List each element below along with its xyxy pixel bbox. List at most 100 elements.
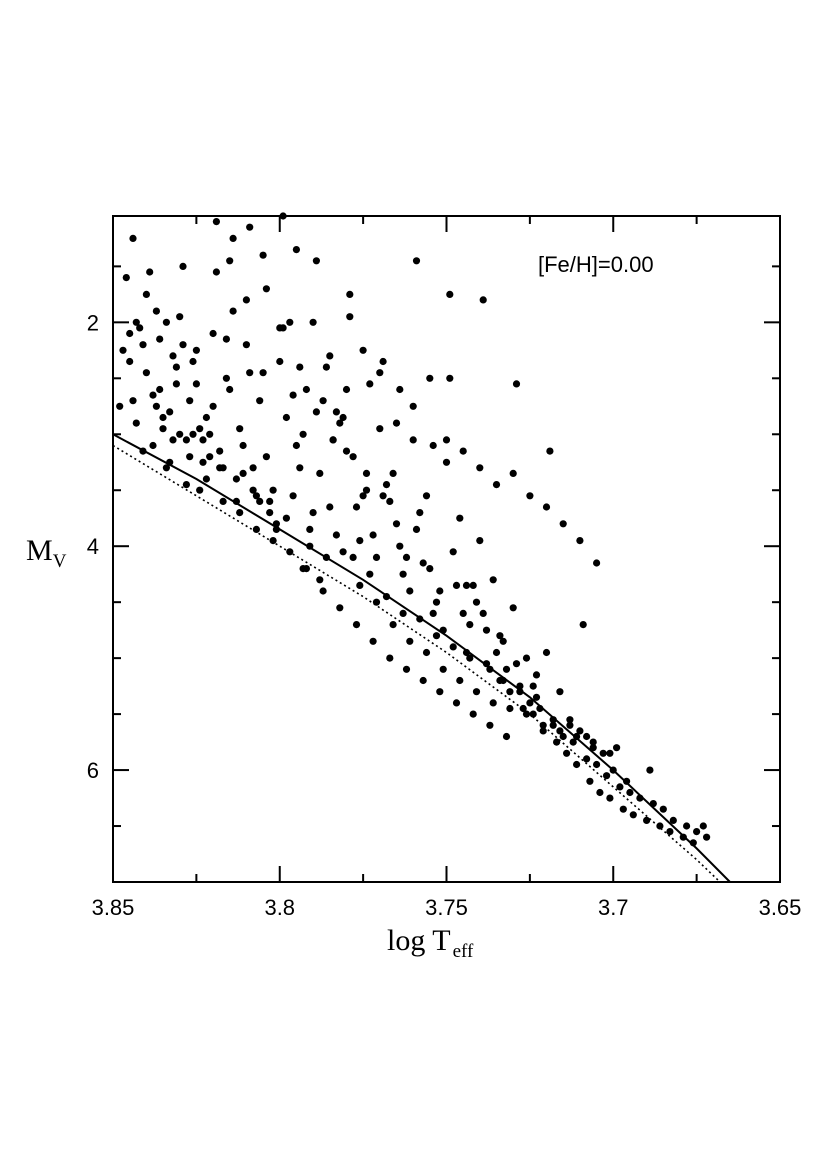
data-point: [156, 385, 164, 394]
data-point: [419, 559, 427, 567]
data-point: [429, 441, 437, 450]
data-point: [379, 357, 387, 366]
data-point: [252, 492, 260, 500]
y-axis-title-main: M: [26, 534, 53, 567]
data-point: [406, 637, 414, 645]
data-point: [439, 665, 447, 673]
data-point: [679, 833, 687, 841]
data-point: [179, 262, 187, 270]
data-point: [406, 587, 414, 595]
data-point: [476, 464, 484, 472]
data-point: [142, 290, 150, 298]
data-point: [282, 413, 290, 422]
data-points: [116, 212, 711, 847]
plot-frame: [112, 215, 781, 883]
data-point: [212, 218, 220, 226]
data-point: [649, 800, 657, 808]
data-point: [432, 598, 441, 606]
data-point: [232, 475, 240, 483]
metallicity-annotation: [Fe/H]=0.00: [538, 252, 654, 277]
data-point: [526, 699, 534, 707]
data-point: [412, 257, 421, 265]
data-point: [226, 257, 234, 265]
data-point: [506, 704, 514, 713]
data-point: [446, 290, 454, 298]
data-point: [316, 576, 324, 584]
data-point: [529, 682, 537, 690]
data-point: [529, 710, 537, 718]
data-point: [279, 324, 287, 332]
data-point: [422, 648, 431, 657]
data-point: [482, 660, 491, 668]
data-point: [259, 251, 267, 259]
data-point: [202, 413, 210, 422]
data-point: [566, 716, 574, 724]
data-point: [126, 329, 134, 338]
data-point: [306, 525, 314, 534]
data-point: [146, 268, 154, 276]
data-point: [553, 738, 561, 746]
data-point: [222, 374, 230, 382]
data-point: [603, 772, 611, 780]
data-point: [469, 710, 477, 718]
data-point: [509, 469, 517, 477]
data-point: [566, 721, 574, 729]
data-point: [472, 598, 481, 606]
data-point: [399, 609, 407, 618]
data-point: [166, 458, 174, 466]
data-point: [322, 363, 330, 371]
data-point: [492, 481, 501, 489]
data-point: [442, 436, 451, 444]
x-tick-label: 3.85: [92, 895, 135, 920]
model-curves: [112, 433, 731, 883]
data-point: [382, 481, 391, 489]
y-tick-label: 2: [87, 310, 99, 335]
y-axis-title-sub: V: [53, 551, 67, 572]
data-point: [172, 363, 180, 371]
data-point: [613, 744, 621, 752]
data-point: [599, 749, 607, 757]
data-point: [352, 621, 361, 629]
data-point: [496, 632, 504, 640]
data-point: [246, 223, 254, 231]
data-point: [593, 559, 601, 567]
data-point: [339, 548, 347, 556]
data-point: [536, 704, 544, 713]
data-point: [296, 363, 304, 371]
data-point: [456, 514, 464, 522]
data-point: [579, 621, 587, 629]
data-point: [442, 458, 451, 466]
data-point: [656, 822, 664, 830]
data-point: [402, 553, 411, 562]
data-point: [269, 486, 277, 494]
data-point: [186, 397, 194, 405]
data-point: [402, 665, 411, 673]
x-tick-label: 3.8: [264, 895, 295, 920]
data-point: [149, 441, 157, 450]
data-point: [573, 760, 581, 769]
data-point: [249, 464, 257, 472]
data-point: [392, 520, 401, 528]
data-point: [309, 318, 317, 326]
data-point: [616, 783, 624, 791]
data-point: [259, 369, 267, 377]
data-point: [539, 727, 547, 735]
data-point: [219, 497, 227, 505]
data-point: [559, 520, 567, 528]
data-point: [152, 402, 160, 410]
data-point: [526, 492, 534, 500]
data-point: [246, 369, 254, 377]
data-point: [322, 553, 330, 562]
data-point: [693, 828, 701, 836]
data-point: [456, 676, 464, 685]
data-point: [522, 710, 531, 718]
data-point: [232, 497, 240, 505]
data-point: [452, 699, 461, 707]
data-point: [502, 732, 511, 741]
data-point: [332, 408, 340, 416]
data-point: [436, 688, 444, 696]
data-point: [669, 816, 677, 825]
data-point: [262, 285, 270, 293]
data-point: [359, 492, 367, 500]
